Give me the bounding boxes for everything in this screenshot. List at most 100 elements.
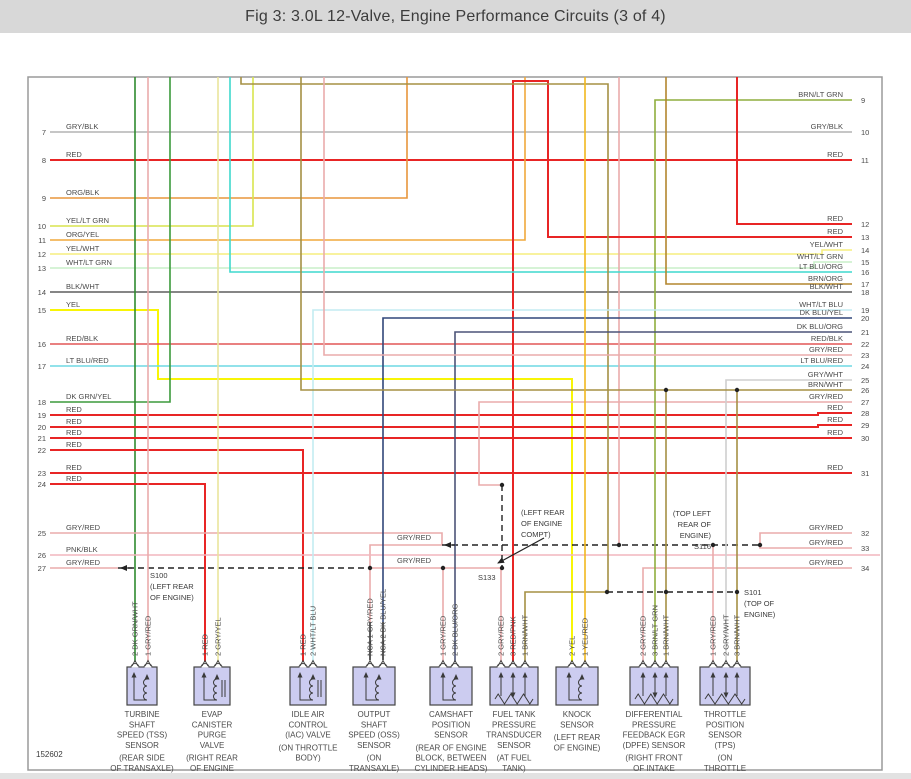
component-name-evap: CANISTER	[192, 720, 233, 729]
component-name-knock: SENSOR	[560, 720, 594, 729]
connector-arrow-icon	[651, 659, 659, 667]
wire-label-float-1: GRY/RED	[397, 556, 432, 565]
pin-label-right-12: RED	[827, 214, 843, 223]
component-name-tss: SENSOR	[125, 741, 159, 750]
pin-label-right-34: GRY/RED	[809, 558, 844, 567]
symbol-arrow-icon	[510, 672, 516, 678]
component-name-tss: SPEED (TSS)	[117, 731, 168, 740]
wire-wht-lt-blu-r19-iac2	[312, 309, 852, 662]
splice-label-s101: ENGINE)	[744, 610, 776, 619]
wire-org-yel-11	[50, 77, 526, 241]
wire-brn-wht-top-s101	[240, 77, 609, 592]
wire-label-tps-1: 1 GRY/RED	[709, 615, 718, 656]
splice-label-s100: (LEFT REAR	[150, 582, 194, 591]
title-bar: Fig 3: 3.0L 12-Valve, Engine Performance…	[0, 0, 911, 33]
connector-arrow-icon	[521, 659, 529, 667]
pin-label-left-17: LT BLU/RED	[66, 356, 109, 365]
wire-gry-wht-r25-tps2	[725, 379, 852, 662]
component-name-tps: THROTTLE	[704, 710, 746, 719]
pin-number-left-12: 12	[38, 250, 46, 259]
pin-label-left-15: YEL	[66, 300, 80, 309]
pin-label-right-13: RED	[827, 227, 843, 236]
pin-number-left-25: 25	[38, 529, 46, 538]
wire-label-camshaft-2: 2 DK BLU/ORG	[451, 603, 460, 656]
component-box-tps	[699, 666, 751, 706]
splice-label-s116: REAR OF	[678, 520, 712, 529]
pin-number-right-32: 32	[861, 529, 869, 538]
pin-number-right-21: 21	[861, 328, 869, 337]
coil-symbol-frame	[442, 676, 456, 701]
component-name-dpfe: PRESSURE	[632, 720, 676, 729]
wire-brn-wht-r26	[300, 77, 852, 391]
pin-number-left-7: 7	[42, 128, 46, 137]
junction-dot	[734, 589, 740, 595]
pin-number-left-13: 13	[38, 264, 46, 273]
component-location-tss: (REAR SIDE	[119, 754, 165, 763]
component-name-iac: CONTROL	[288, 720, 328, 729]
wire-yel-ltgrn-10	[50, 77, 254, 227]
wire-label-oss-2: NCA 2 DK BLU/YEL	[379, 589, 388, 656]
wire-label-iac-1: 1 RED	[299, 633, 308, 656]
bottom-strip	[0, 773, 911, 779]
component-name-oss: SHAFT	[361, 720, 387, 729]
wire-label-evap-2: 2 GRY/YEL	[214, 617, 223, 656]
pin-number-right-20: 20	[861, 314, 869, 323]
pin-number-right-33: 33	[861, 544, 869, 553]
connector-arrow-icon	[214, 659, 222, 667]
pin-number-left-18: 18	[38, 398, 46, 407]
pin-label-right-19: WHT/LT BLU	[799, 300, 843, 309]
pin-number-left-22: 22	[38, 446, 46, 455]
wire-label-evap-1: 1 RED	[201, 633, 210, 656]
wire-dk-grn-yel-18	[50, 77, 171, 403]
component-name-camshaft: POSITION	[432, 720, 470, 729]
wire-brn-wht-fuel1	[524, 591, 607, 662]
pin-number-left-15: 15	[38, 306, 46, 315]
pin-number-left-19: 19	[38, 411, 46, 420]
connector-arrow-icon	[299, 659, 307, 667]
pin-label-left-7: GRY/BLK	[66, 122, 98, 131]
coil-winding-icon	[578, 678, 583, 701]
junction-dot	[710, 542, 716, 548]
pin-number-left-9: 9	[42, 194, 46, 203]
pin-number-left-17: 17	[38, 362, 46, 371]
pin-number-right-9: 9	[861, 96, 865, 105]
component-location-camshaft: BLOCK, BETWEEN	[415, 754, 486, 763]
coil-winding-icon	[309, 678, 314, 701]
wire-label-fuel-tank-pressure-2: 2 GRY/RED	[497, 615, 506, 656]
component-name-dpfe: (DPFE) SENSOR	[623, 741, 686, 750]
pin-number-left-26: 26	[38, 551, 46, 560]
pin-number-right-29: 29	[861, 421, 869, 430]
pin-label-left-14: BLK/WHT	[66, 282, 100, 291]
connector-arrow-icon	[581, 659, 589, 667]
coil-symbol-frame	[365, 676, 379, 701]
pin-label-right-26: BRN/WHT	[808, 380, 843, 389]
splice-label-s100: S100	[150, 571, 168, 580]
pin-label-left-23: RED	[66, 463, 82, 472]
pin-label-left-24: RED	[66, 474, 82, 483]
component-name-tps: POSITION	[706, 720, 744, 729]
symbol-arrow-icon	[440, 672, 446, 678]
symbol-arrow-icon	[710, 672, 716, 678]
connector-arrow-icon	[568, 659, 576, 667]
note-arrow	[497, 537, 545, 564]
figure-reference-number: 152602	[36, 750, 63, 759]
component-location-tps: (ON	[718, 754, 733, 763]
pin-label-left-16: RED/BLK	[66, 334, 98, 343]
symbol-arrow-icon	[734, 672, 740, 678]
wire-red-19-28	[50, 412, 852, 416]
pin-label-left-11: ORG/YEL	[66, 230, 99, 239]
symbol-arrow-icon	[498, 672, 504, 678]
splice-label-s116: (TOP LEFT	[673, 509, 711, 518]
component-box-tss	[126, 666, 158, 706]
pin-label-left-9: ORG/BLK	[66, 188, 99, 197]
component-name-camshaft: SENSOR	[434, 731, 468, 740]
wire-label-knock-1: 1 YEL/RED	[581, 617, 590, 656]
pin-number-right-17: 17	[861, 280, 869, 289]
junction-dot	[499, 565, 505, 571]
pin-label-right-15: WHT/LT GRN	[797, 252, 843, 261]
component-box-knock	[555, 666, 599, 706]
pin-number-right-19: 19	[861, 306, 869, 315]
wire-brn-ltgrn-r9-dpfe3	[654, 99, 852, 662]
wire-red-r13-fuel3	[512, 80, 852, 662]
